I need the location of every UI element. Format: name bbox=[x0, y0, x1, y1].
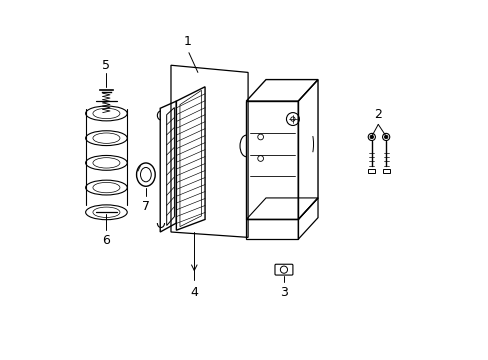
Text: 3: 3 bbox=[280, 286, 287, 299]
Text: 4: 4 bbox=[190, 286, 198, 299]
Bar bbox=[382, 168, 389, 173]
Circle shape bbox=[384, 135, 387, 139]
Bar bbox=[367, 168, 375, 173]
Circle shape bbox=[369, 135, 373, 139]
Text: 5: 5 bbox=[102, 59, 110, 72]
Text: 2: 2 bbox=[373, 108, 382, 121]
Text: 7: 7 bbox=[142, 200, 150, 213]
Text: 1: 1 bbox=[183, 35, 191, 48]
Text: 6: 6 bbox=[102, 234, 110, 247]
